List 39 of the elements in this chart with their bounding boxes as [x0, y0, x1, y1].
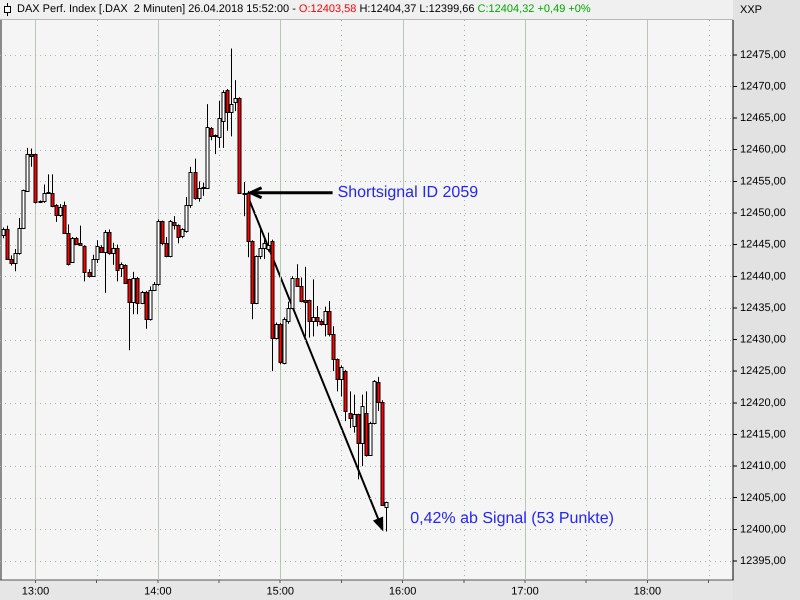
candlestick [42, 184, 46, 204]
x-tick-label: 13:00 [22, 586, 50, 598]
y-tick-label: 12440,00 [740, 270, 786, 282]
y-tick-label: 12445,00 [740, 238, 786, 251]
y-tick-label: 12410,00 [740, 460, 786, 472]
y-tick-label: 12470,00 [740, 80, 786, 92]
candlestick [316, 306, 320, 327]
y-tick-label: 12420,00 [740, 396, 786, 409]
y-tick-label: 12475,00 [740, 48, 786, 61]
candlestick [312, 278, 316, 337]
x-tick-label: 15:00 [266, 586, 294, 598]
text: XXP [740, 4, 762, 17]
x-tick-label: 16:00 [388, 586, 416, 598]
y-tick-label: 12455,00 [740, 175, 786, 188]
x-tick-label: 17:00 [511, 586, 539, 598]
y-tick-label: 12465,00 [740, 112, 786, 124]
annotation: Shortsignal ID 2059 [338, 184, 478, 202]
x-tick-label: 14:00 [144, 586, 172, 598]
candlestick [104, 230, 108, 294]
candlestick [70, 236, 74, 263]
y-tick-label: 12405,00 [740, 492, 786, 504]
chart-subtitle: - O:12403,58 H:12404,37 L:12399,66 C:12404,32 +0,49 +0% [292, 3, 591, 15]
y-tick-label: 12450,00 [740, 207, 786, 220]
candlestick [304, 266, 308, 337]
candlestick [348, 390, 352, 429]
annotation: 0,42% ab Signal (53 Punkte) [410, 510, 614, 527]
candlestick [230, 48, 234, 137]
x-tick-label: 18:00 [634, 586, 662, 598]
y-tick-label: 12460,00 [740, 144, 786, 156]
y-tick-label: 12415,00 [740, 428, 786, 440]
chart-title: DAX Perf. Index [.DAX 2 Minuten] 26.04.2018 15:52:00 [17, 3, 290, 15]
y-tick-label: 12400,00 [740, 523, 786, 536]
y-tick-label: 12435,00 [740, 302, 786, 314]
y-tick-label: 12395,00 [740, 555, 786, 568]
candlestick [132, 271, 136, 315]
candlestick [324, 306, 328, 337]
y-tick-label: 12430,00 [740, 334, 786, 346]
y-tick-label: 12425,00 [740, 365, 786, 378]
candlestick [116, 244, 120, 282]
